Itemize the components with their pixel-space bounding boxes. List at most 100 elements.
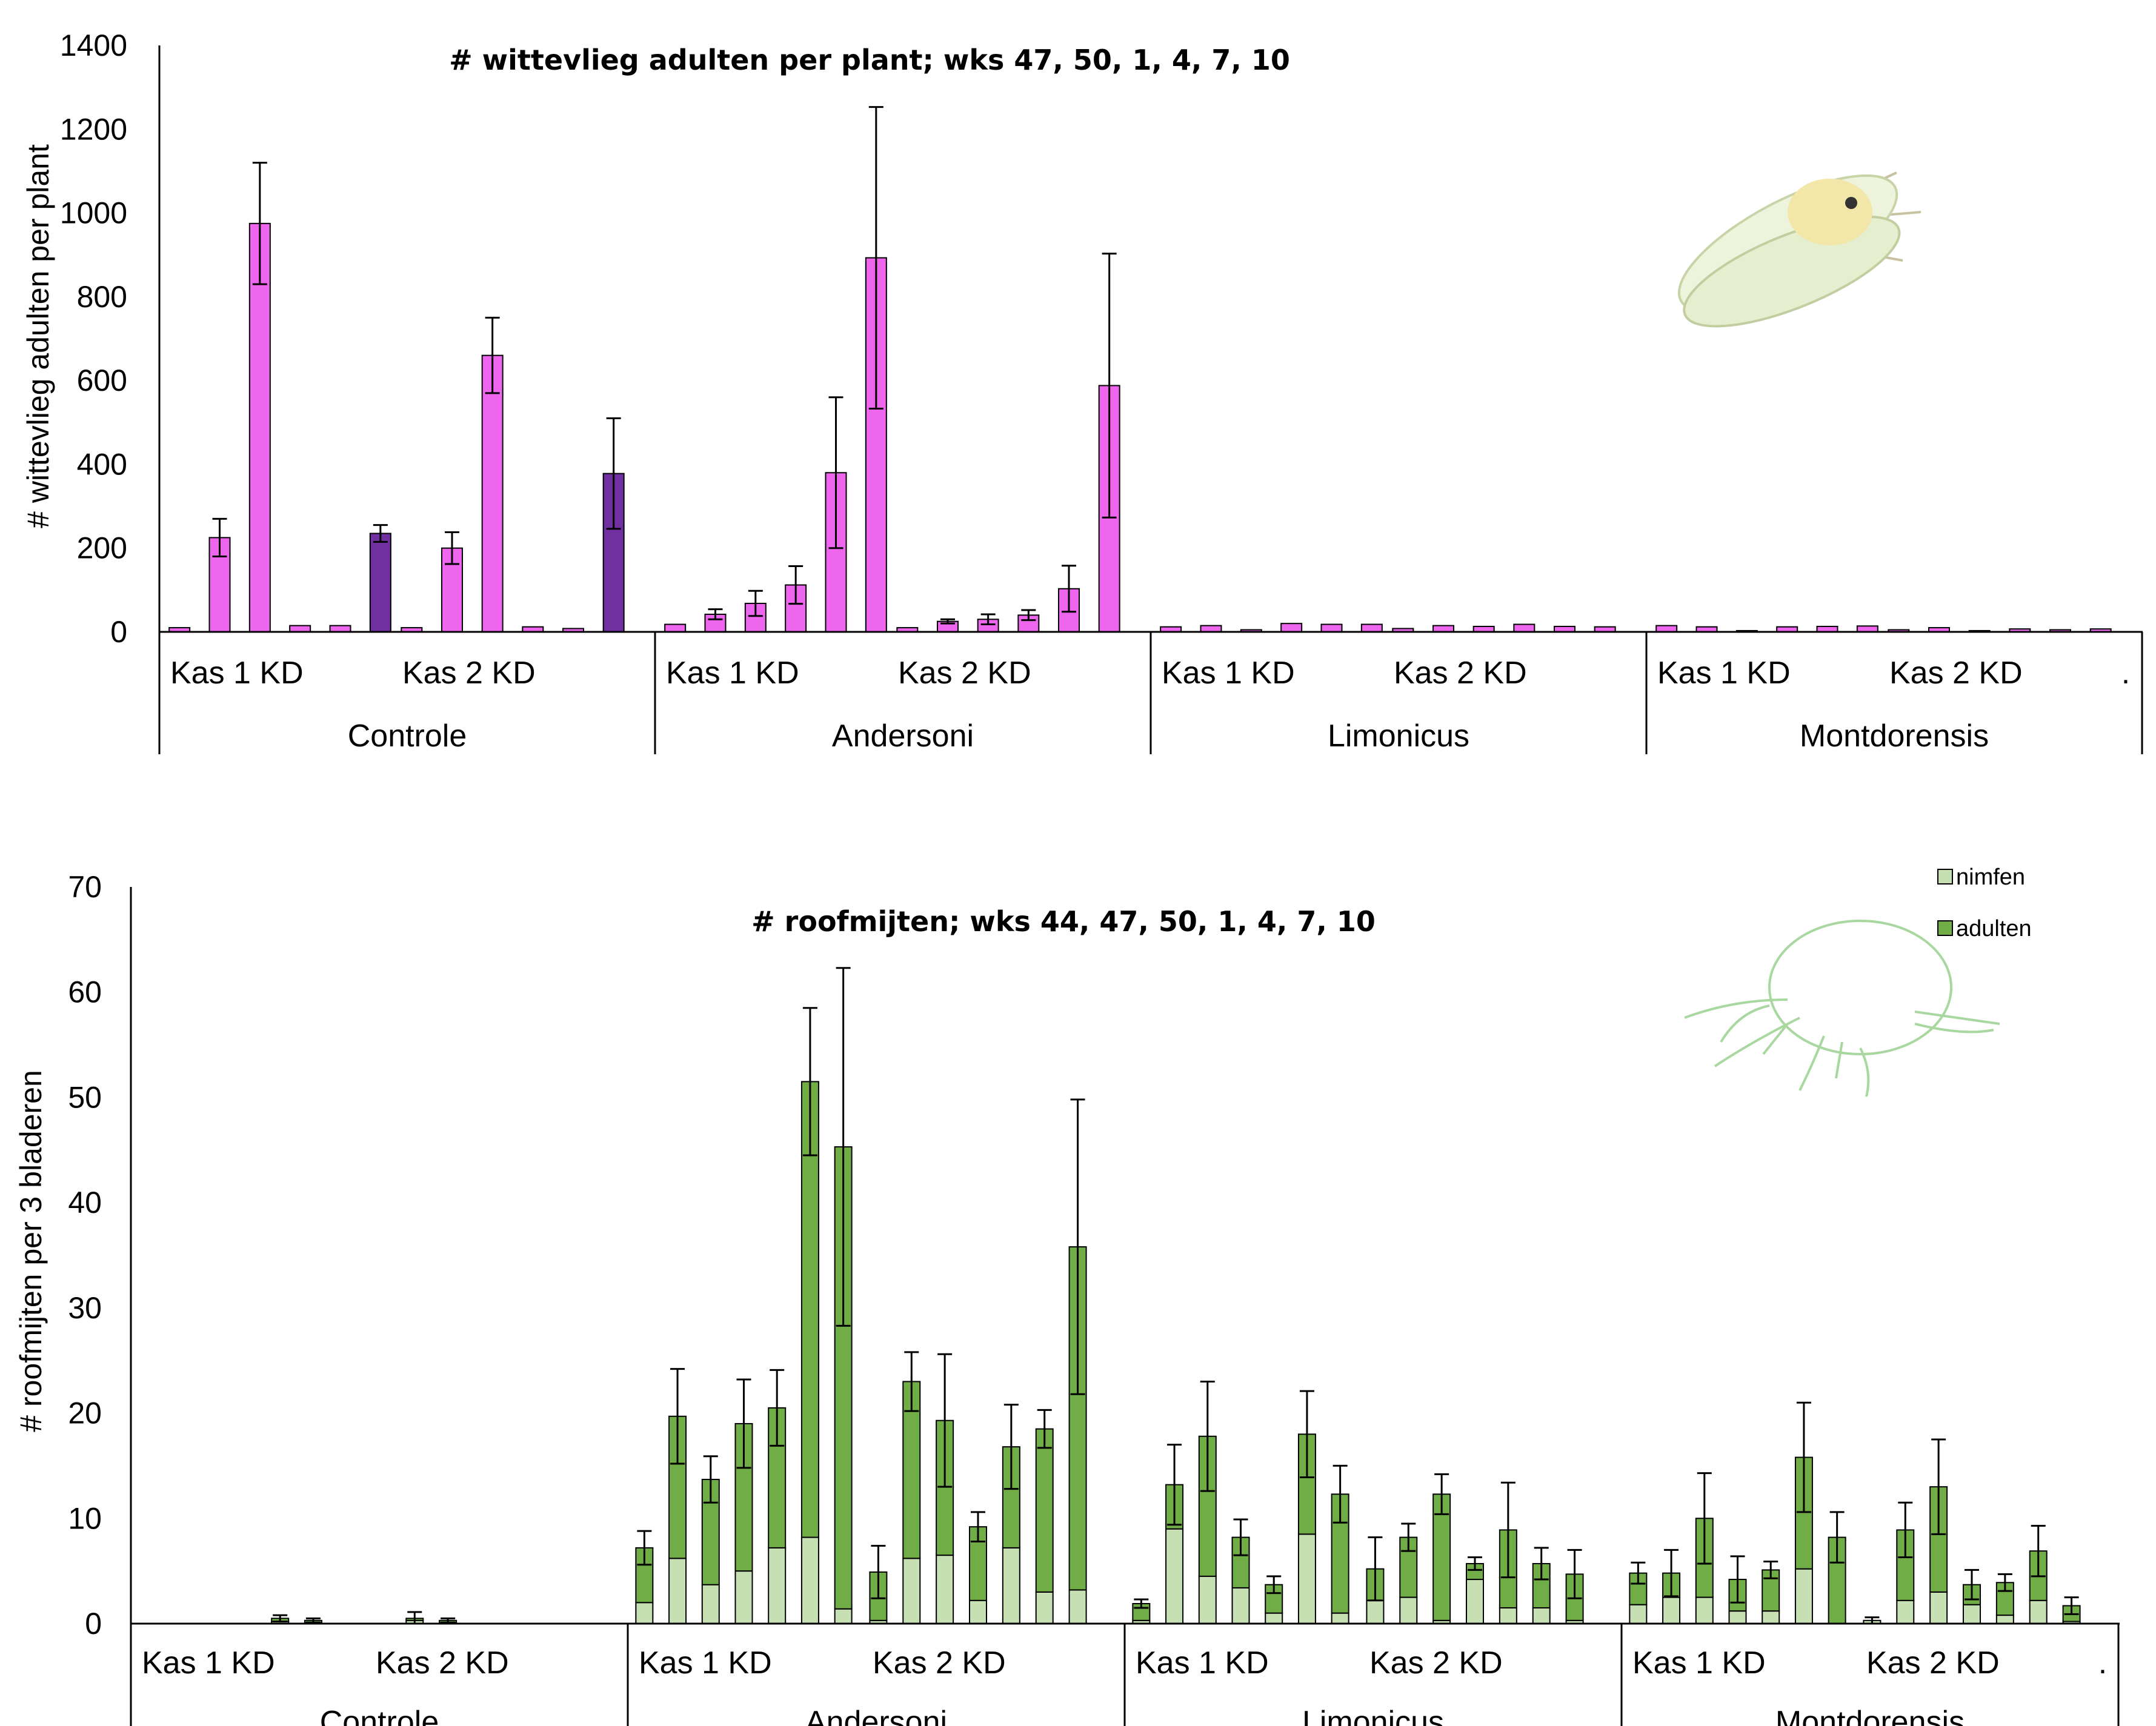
- legend-swatch-nimfen: [1937, 869, 1953, 885]
- subgroup-label: Kas 2 KD: [376, 1645, 509, 1681]
- bar-nimfen: [902, 1558, 921, 1624]
- bar: [785, 584, 807, 632]
- y-tick-label: 0: [85, 1607, 102, 1641]
- bar-nimfen: [1231, 1587, 1250, 1625]
- bar-nimfen: [1068, 1589, 1087, 1624]
- bar-nimfen: [834, 1608, 853, 1624]
- group-label: Andersoni: [832, 719, 974, 754]
- bar: [481, 354, 504, 633]
- whitefly-icon: [1677, 171, 1921, 328]
- bar-nimfen: [1896, 1599, 1915, 1625]
- subgroup-label: Kas 2 KD: [1369, 1645, 1503, 1681]
- trailing-label: .: [2098, 1645, 2107, 1681]
- subgroup-label: Kas 2 KD: [1394, 656, 1527, 691]
- subgroup-label: Kas 1 KD: [639, 1645, 772, 1681]
- bar-nimfen: [1466, 1579, 1484, 1625]
- y-tick-label: 20: [68, 1396, 102, 1430]
- bar-nimfen: [1499, 1607, 1517, 1625]
- subgroup-label: Kas 1 KD: [666, 656, 799, 691]
- subgroup-label: Kas 2 KD: [873, 1645, 1006, 1681]
- bar: [1200, 625, 1222, 632]
- y-tick-label: 200: [77, 531, 127, 565]
- subgroup-label: Kas 2 KD: [1866, 1645, 2000, 1681]
- bar: [1360, 623, 1383, 633]
- bar-adulten: [1399, 1536, 1418, 1598]
- bar-nimfen: [1366, 1599, 1385, 1625]
- bar: [1280, 623, 1303, 632]
- bar: [289, 625, 311, 632]
- bar-nimfen: [768, 1547, 787, 1625]
- mite-icon: [1684, 920, 2000, 1097]
- group-label: Limonicus: [1328, 719, 1469, 754]
- bar-nimfen: [1794, 1568, 1813, 1624]
- bar-nimfen: [1728, 1610, 1747, 1625]
- subgroup-label: Kas 1 KD: [1632, 1645, 1766, 1681]
- bar-nimfen: [1035, 1591, 1054, 1625]
- bar-nimfen: [1002, 1547, 1020, 1625]
- y-tick-label: 1200: [60, 112, 127, 146]
- legend-label-nimfen: nimfen: [1956, 865, 2025, 890]
- bar-nimfen: [1532, 1607, 1551, 1625]
- y-tick-label: 10: [68, 1501, 102, 1535]
- bar: [1432, 625, 1454, 632]
- bar-nimfen: [1165, 1528, 1184, 1625]
- chart-predatory-mites: # roofmijten; wks 44, 47, 50, 1, 4, 7, 1…: [14, 865, 2120, 1726]
- y-tick-label: 1400: [60, 28, 127, 62]
- y-tick-label: 70: [68, 870, 102, 904]
- group-label: Andersoni: [805, 1705, 947, 1726]
- legend-swatch-adulten: [1937, 920, 1953, 936]
- legend-label-adulten: adulten: [1956, 916, 2032, 941]
- bar-nimfen: [1198, 1575, 1217, 1625]
- subgroup-label: Kas 1 KD: [170, 656, 304, 691]
- y-tick-label: 600: [77, 363, 127, 397]
- group-label: Montdorensis: [1800, 719, 1989, 754]
- bar-nimfen: [1695, 1596, 1714, 1625]
- y-tick-label: 800: [77, 280, 127, 314]
- bar-nimfen: [1297, 1533, 1316, 1624]
- y-tick-label: 0: [110, 615, 127, 649]
- bar-nimfen: [1963, 1604, 1981, 1625]
- bar-nimfen: [1629, 1604, 1648, 1625]
- subgroup-label: Kas 2 KD: [898, 656, 1031, 691]
- bar-nimfen: [1399, 1596, 1418, 1625]
- bar-nimfen: [1265, 1612, 1283, 1625]
- bar: [369, 533, 391, 632]
- subgroup-label: Kas 1 KD: [1136, 1645, 1269, 1681]
- bar: [664, 623, 687, 633]
- bar: [329, 625, 351, 632]
- legend: nimfen adulten: [1937, 865, 2032, 941]
- y-axis-label: # roofmijten per 3 bladeren: [14, 1070, 48, 1432]
- group-label: Controle: [348, 719, 467, 754]
- bar-nimfen: [701, 1584, 720, 1625]
- group-label: Montdorensis: [1775, 1705, 1965, 1726]
- bar: [1513, 623, 1535, 633]
- bar-nimfen: [1995, 1615, 2014, 1624]
- y-tick-label: 60: [68, 975, 102, 1009]
- bar-nimfen: [1762, 1610, 1780, 1625]
- subgroup-label: Kas 2 KD: [1889, 656, 2023, 691]
- bar-nimfen: [635, 1602, 654, 1624]
- y-tick-label: 1000: [60, 196, 127, 230]
- trailing-label: .: [2121, 656, 2130, 691]
- y-axis-label: # wittevlieg adulten per plant: [21, 144, 55, 528]
- subgroup-label: Kas 2 KD: [402, 656, 536, 691]
- chart-title: # roofmijten; wks 44, 47, 50, 1, 4, 7, 1…: [751, 905, 1376, 938]
- bar: [1655, 625, 1678, 632]
- bar-adulten: [800, 1081, 819, 1538]
- subgroup-label: Kas 1 KD: [1657, 656, 1791, 691]
- y-tick-label: 50: [68, 1080, 102, 1114]
- bar-nimfen: [936, 1555, 954, 1624]
- bar-adulten: [1035, 1428, 1054, 1593]
- chart-whitefly-adults: # wittevlieg adulten per plant; wks 47, …: [21, 28, 2143, 754]
- group-label: Limonicus: [1302, 1705, 1444, 1726]
- y-tick-label: 400: [77, 447, 127, 481]
- bar-nimfen: [668, 1558, 687, 1624]
- bar-nimfen: [800, 1536, 819, 1624]
- subgroup-label: Kas 1 KD: [142, 1645, 275, 1681]
- bar-nimfen: [1331, 1612, 1349, 1625]
- chart-title: # wittevlieg adulten per plant; wks 47, …: [449, 44, 1290, 76]
- bar-nimfen: [1929, 1591, 1948, 1625]
- bar-nimfen: [734, 1570, 753, 1624]
- bar-nimfen: [1662, 1596, 1681, 1625]
